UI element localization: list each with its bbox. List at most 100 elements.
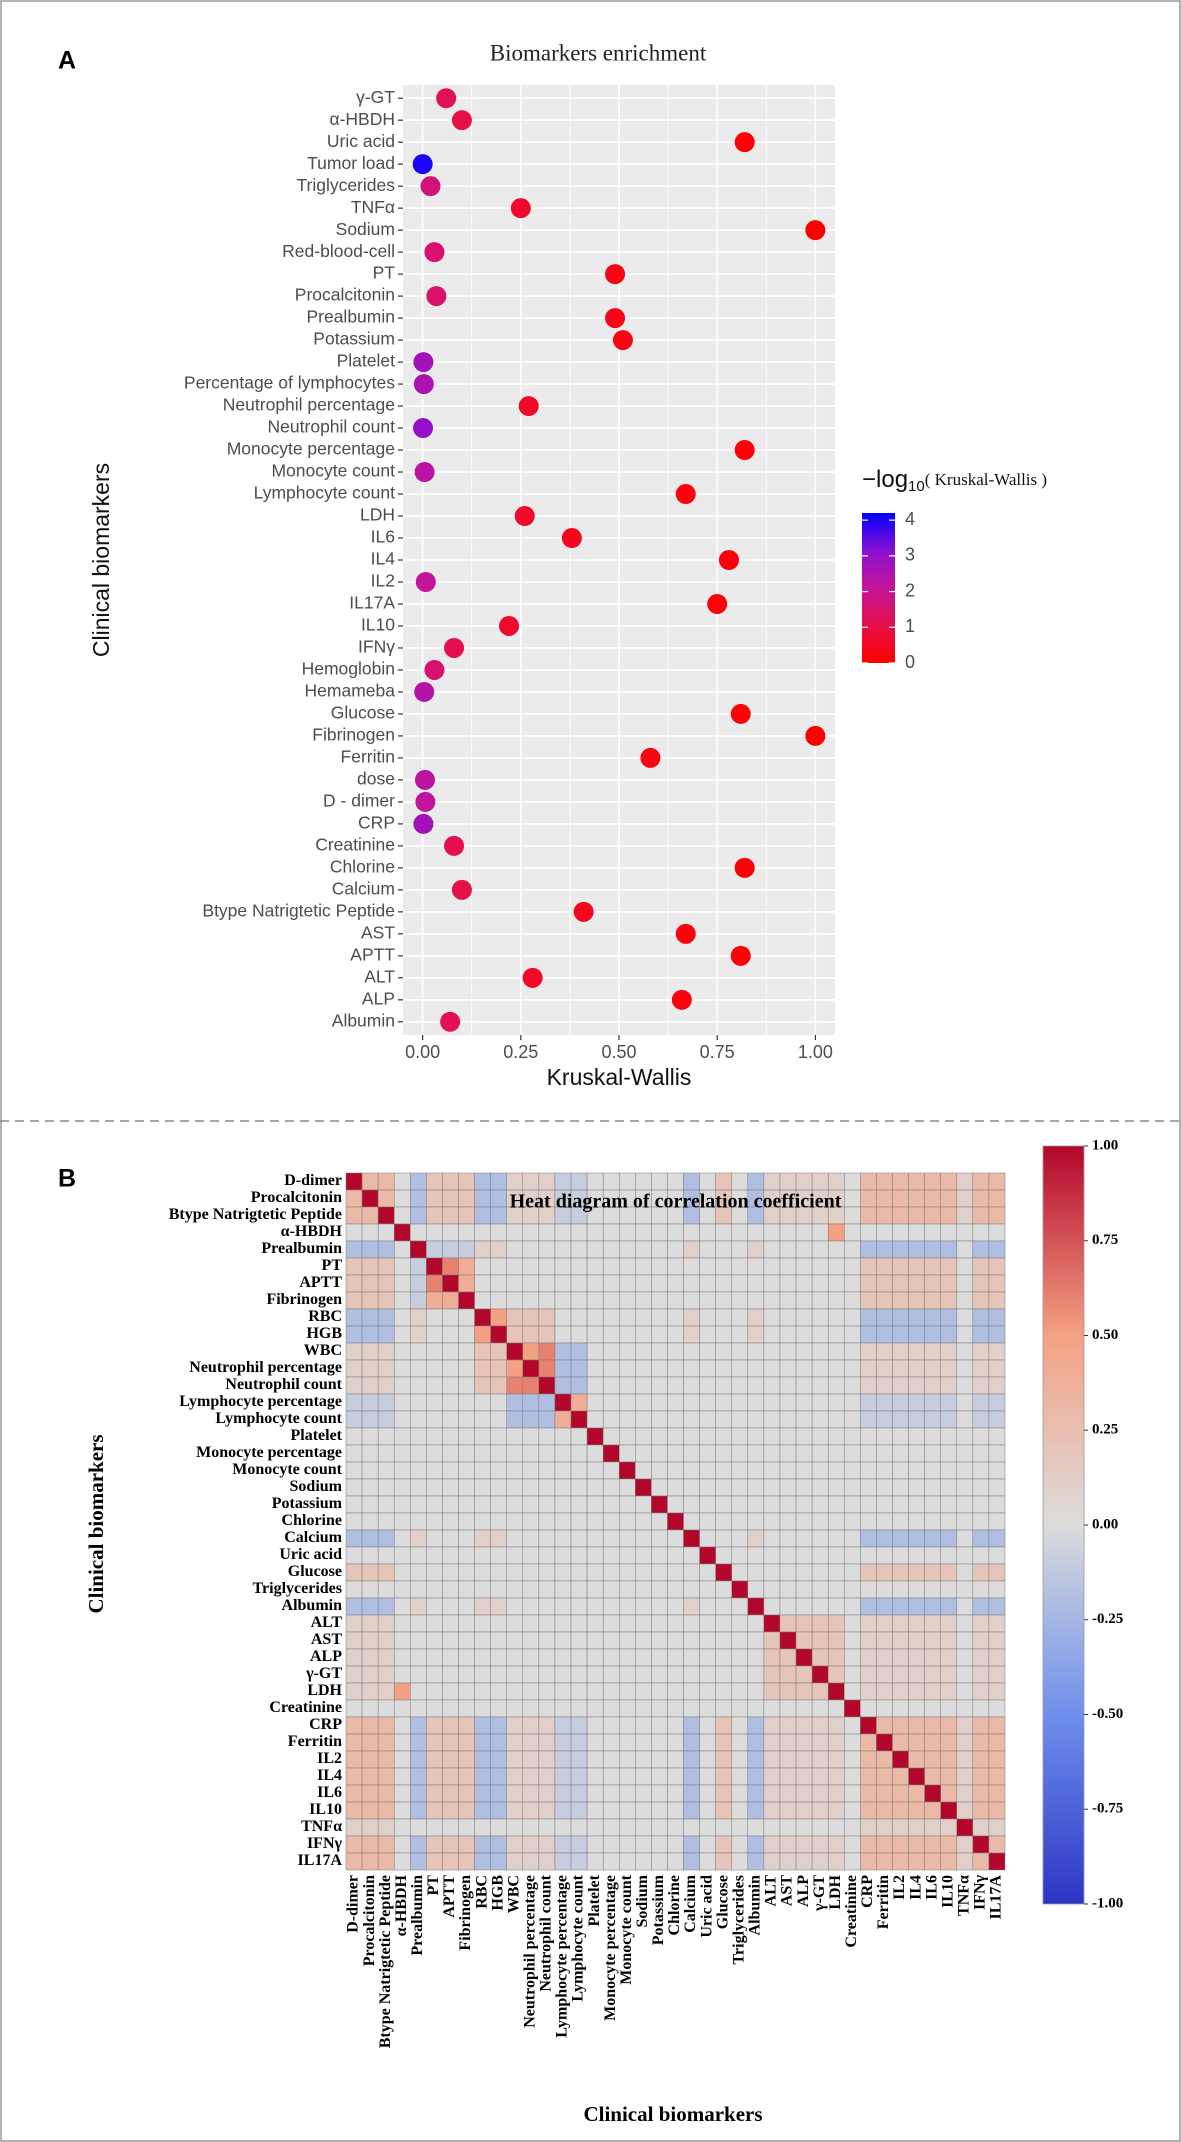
heatmap-cell: [410, 1529, 427, 1548]
heatmap-cell: [426, 1818, 443, 1837]
heatmap-cell: [377, 1597, 395, 1616]
heatmap-cell: [956, 1716, 974, 1735]
heatmap-cell: [908, 1801, 925, 1820]
heatmap-cell: [779, 1325, 797, 1344]
heatmap-cell: [522, 1410, 540, 1429]
heatmap-cell: [410, 1257, 427, 1276]
y-tick-label: IL6: [317, 1784, 342, 1801]
heatmap-cell: [345, 1410, 363, 1429]
heatmap-cell: [490, 1342, 507, 1361]
heatmap-cell: [377, 1291, 395, 1310]
heatmap-cell: [956, 1376, 974, 1395]
heatmap-cell: [940, 1478, 958, 1497]
heatmap-cell: [490, 1835, 507, 1854]
heatmap-cell: [747, 1393, 765, 1412]
heatmap-cell: [860, 1682, 877, 1701]
heatmap-cell: [763, 1257, 781, 1276]
heatmap-cell: [924, 1699, 941, 1718]
x-tick-label: WBC: [505, 1875, 522, 1913]
heatmap-cell: [924, 1818, 941, 1837]
heatmap-cell: [538, 1325, 556, 1344]
heatmap-cell: [410, 1852, 427, 1871]
heatmap-cell: [458, 1801, 475, 1820]
heatmap-cell: [988, 1495, 1006, 1514]
heatmap-cell: [956, 1325, 974, 1344]
heatmap-cell: [377, 1682, 395, 1701]
heatmap-cell: [393, 1444, 411, 1463]
heatmap-cell: [361, 1801, 379, 1820]
heatmap-cell: [779, 1223, 797, 1242]
heatmap-cell: [667, 1478, 684, 1497]
heatmap-cell: [795, 1529, 813, 1548]
heatmap-cell: [731, 1223, 749, 1242]
y-tick-label: α-HBDH: [329, 109, 395, 129]
heatmap-cell: [377, 1427, 395, 1446]
x-tick-label: Monocyte count: [618, 1874, 635, 1984]
heatmap-cell: [393, 1274, 411, 1293]
heatmap-cell: [667, 1342, 684, 1361]
heatmap-cell: [908, 1427, 925, 1446]
heatmap-cell: [956, 1852, 974, 1871]
heatmap-cell: [779, 1784, 797, 1803]
heatmap-cell: [731, 1631, 749, 1650]
colorbar-tick-label: -0.75: [1092, 1801, 1123, 1817]
heatmap-cell: [618, 1818, 636, 1837]
heatmap-cell: [570, 1529, 588, 1548]
heatmap-cell: [860, 1546, 877, 1565]
heatmap-cell: [570, 1580, 588, 1599]
heatmap-cell: [410, 1427, 427, 1446]
heatmap-cell: [426, 1291, 443, 1310]
heatmap-cell: [474, 1631, 491, 1650]
heatmap-cell: [651, 1801, 668, 1820]
heatmap-cell: [442, 1852, 459, 1871]
heatmap-cell: [844, 1580, 861, 1599]
heatmap-cell: [554, 1308, 572, 1327]
heatmap-cell: [474, 1172, 491, 1191]
heatmap-cell: [811, 1614, 829, 1633]
heatmap-cell: [361, 1359, 379, 1378]
heatmap-cell: [715, 1410, 733, 1429]
heatmap-cell: [972, 1597, 990, 1616]
heatmap-cell: [908, 1257, 925, 1276]
heatmap-cell: [442, 1784, 459, 1803]
heatmap-cell: [699, 1665, 716, 1684]
heatmap-cell: [972, 1750, 990, 1769]
heatmap-cell: [908, 1308, 925, 1327]
heatmap-cell: [554, 1359, 572, 1378]
heatmap-cell: [988, 1631, 1006, 1650]
heatmap-cell: [538, 1750, 556, 1769]
heatmap-cell: [361, 1614, 379, 1633]
heatmap-cell: [763, 1750, 781, 1769]
heatmap-cell: [506, 1614, 524, 1633]
heatmap-cell: [410, 1172, 427, 1191]
heatmap-cell: [570, 1563, 588, 1582]
heatmap-cell: [506, 1529, 524, 1548]
heatmap-cell: [474, 1835, 491, 1854]
heatmap-cell: [474, 1767, 491, 1786]
heatmap-cell: [377, 1189, 395, 1208]
heatmap-cell: [426, 1393, 443, 1412]
heatmap-cell: [988, 1750, 1006, 1769]
heatmap-cell: [442, 1631, 459, 1650]
heatmap-cell: [651, 1172, 668, 1191]
heatmap-cell: [844, 1274, 861, 1293]
heatmap-cell: [908, 1189, 925, 1208]
heatmap-cell: [699, 1308, 716, 1327]
heatmap-cell: [522, 1716, 540, 1735]
heatmap-cell: [426, 1563, 443, 1582]
heatmap-cell: [779, 1733, 797, 1752]
heatmap-cell: [795, 1767, 813, 1786]
heatmap-cell: [361, 1818, 379, 1837]
y-tick-label: Chlorine: [330, 856, 395, 876]
heatmap-cell: [683, 1325, 700, 1344]
heatmap-cell: [442, 1580, 459, 1599]
heatmap-cell: [795, 1716, 813, 1735]
heatmap-cell: [683, 1461, 700, 1480]
heatmap-cell: [988, 1682, 1006, 1701]
heatmap-cell: [860, 1580, 877, 1599]
heatmap-cell: [586, 1325, 604, 1344]
dot: [675, 923, 696, 944]
heatmap-cell: [892, 1614, 909, 1633]
heatmap-cell: [426, 1325, 443, 1344]
heatmap-cell: [699, 1563, 716, 1582]
